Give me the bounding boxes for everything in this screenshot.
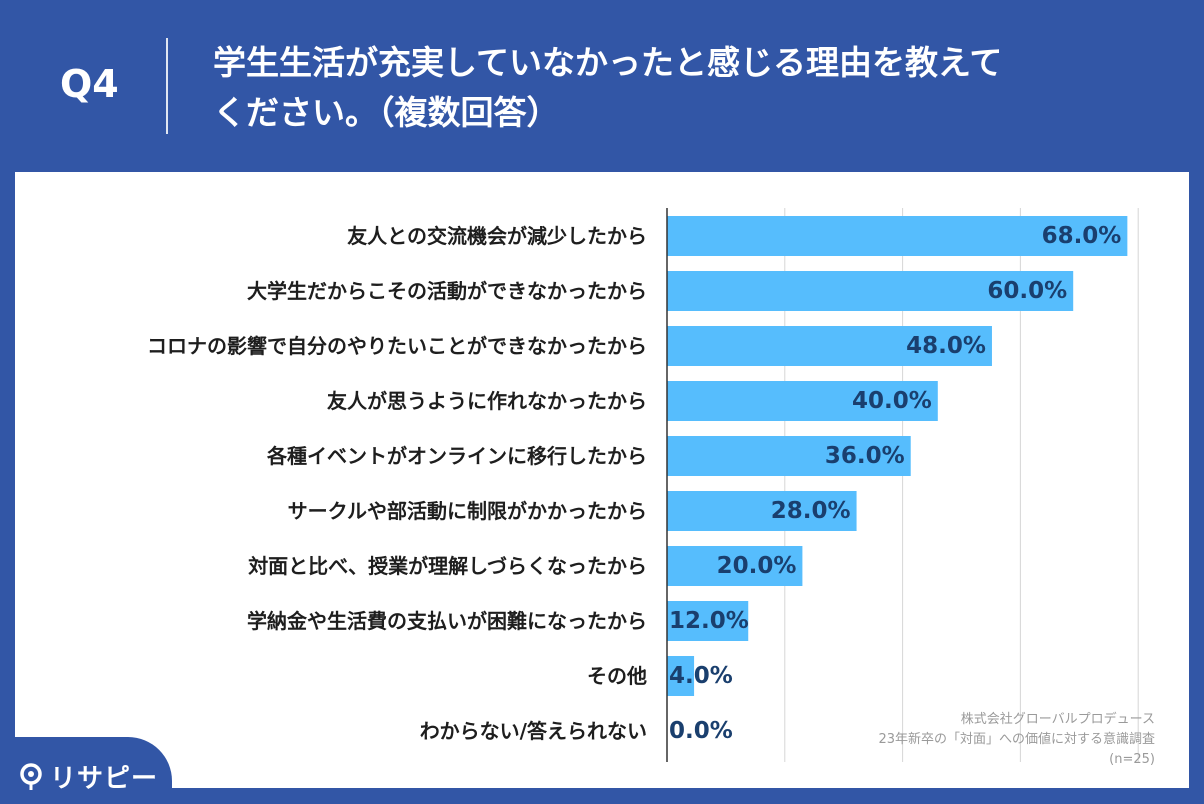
category-label-3: 友人が思うように作れなかったから <box>327 389 647 413</box>
value-label-0: 68.0% <box>1042 223 1122 249</box>
pin-icon <box>20 762 42 790</box>
category-label-5: サークルや部活動に制限がかかったから <box>288 499 647 523</box>
category-label-8: その他 <box>587 664 647 688</box>
bar-3 <box>667 381 938 421</box>
question-title-line2: ください。（複数回答） <box>213 93 560 132</box>
footnote-sample-size: (n=25) <box>1109 752 1155 767</box>
category-label-1: 大学生だからこその活動ができなかったから <box>247 279 647 303</box>
value-label-4: 36.0% <box>825 443 905 469</box>
bar-2 <box>667 326 992 366</box>
category-label-4: 各種イベントがオンラインに移行したから <box>266 444 647 468</box>
footnote: 株式会社グローバルプロデュース 23年新卒の「対面」への価値に対する意識調査 (… <box>878 710 1155 770</box>
bar-6 <box>667 546 803 586</box>
category-label-0: 友人との交流機会が減少したから <box>347 224 647 248</box>
bar-8 <box>667 656 695 696</box>
value-label-9: 0.0% <box>669 718 733 744</box>
logo-text: リサピー <box>50 764 159 794</box>
question-title: 学生生活が充実していなかったと感じる理由を教えて ください。（複数回答） <box>213 38 1113 138</box>
bar-1 <box>667 271 1074 311</box>
footnote-survey: 23年新卒の「対面」への価値に対する意識調査 <box>878 732 1155 747</box>
logo-tab <box>0 737 172 804</box>
header-divider <box>166 38 168 134</box>
header: Q4 学生生活が充実していなかったと感じる理由を教えて ください。（複数回答） <box>0 0 1204 170</box>
category-label-6: 対面と比べ、授業が理解しづらくなったから <box>247 554 647 578</box>
value-label-1: 60.0% <box>987 278 1067 304</box>
chart-panel: 友人との交流機会が減少したから 68.0% 大学生だからこその活動ができなかったから… <box>15 172 1189 788</box>
bar-chart: 友人との交流機会が減少したから 68.0% 大学生だからこその活動ができなかったから… <box>147 208 1139 762</box>
category-label-2: コロナの影響で自分のやりたいことができなかったから <box>147 334 647 358</box>
footnote-company: 株式会社グローバルプロデュース <box>960 712 1155 727</box>
question-label: Q4 <box>60 62 119 106</box>
bar-5 <box>667 491 857 531</box>
value-label-7: 12.0% <box>669 608 749 634</box>
value-label-6: 20.0% <box>717 553 797 579</box>
value-label-5: 28.0% <box>771 498 851 524</box>
category-label-7: 学納金や生活費の支払いが困難になったから <box>247 609 647 633</box>
bar-7 <box>667 601 749 641</box>
value-label-8: 4.0% <box>669 663 733 689</box>
question-title-line1: 学生生活が充実していなかったと感じる理由を教えて <box>213 43 1003 82</box>
bar-4 <box>667 436 911 476</box>
value-label-3: 40.0% <box>852 388 932 414</box>
logo: リサピー <box>18 758 158 795</box>
bar-0 <box>667 216 1128 256</box>
value-label-2: 48.0% <box>906 333 986 359</box>
category-label-9: わからない/答えられない <box>420 719 647 743</box>
